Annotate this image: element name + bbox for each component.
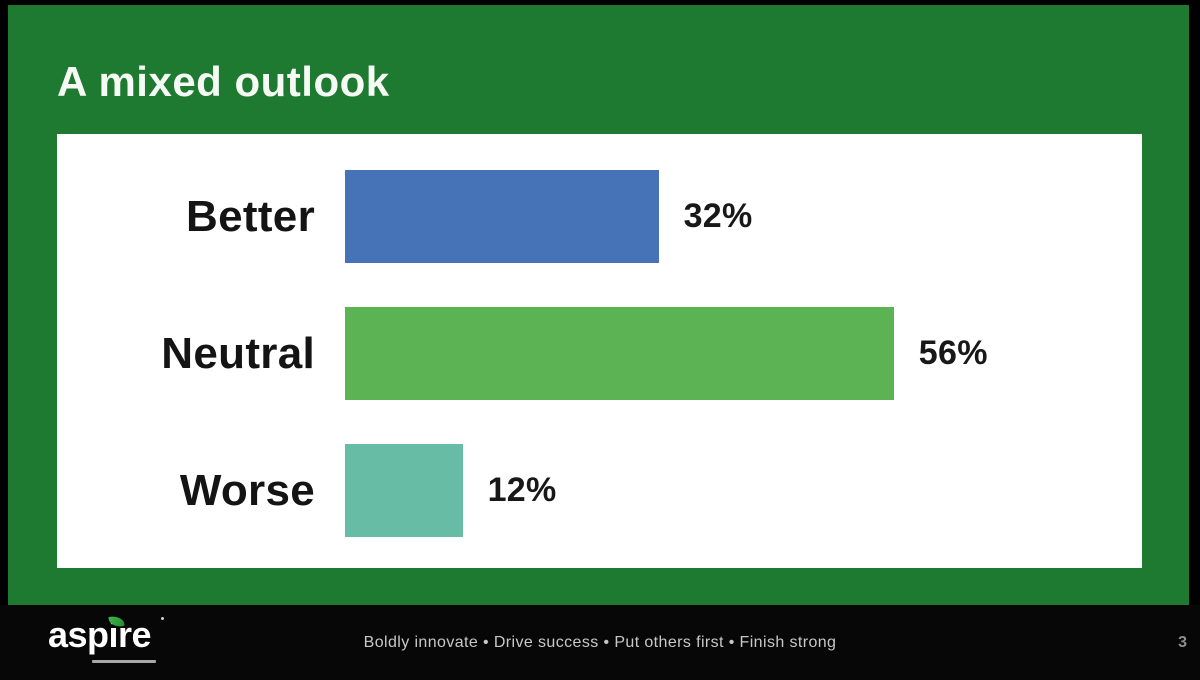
slide-background: A mixed outlook Better 32% Neutral 56% Worse… [8,5,1189,605]
category-label: Better [186,192,315,241]
value-label: 56% [918,334,988,372]
category-label: Neutral [161,329,315,378]
aspire-logo-wordmark: aspire [48,614,152,655]
slide-title: A mixed outlook [57,58,390,105]
trademark-mark [161,617,164,620]
bar [345,170,659,263]
aspire-tagline [92,660,156,663]
value-label: 32% [683,197,753,235]
category-label: Worse [179,466,315,515]
value-label: 12% [487,471,557,509]
aspire-logo: aspire [48,614,178,663]
bar [345,444,463,537]
bar [345,307,894,400]
bar-chart-panel: Better 32% Neutral 56% Worse 12% [57,134,1142,568]
bar-row: Better 32% [57,170,1142,263]
bar-row: Worse 12% [57,444,1142,537]
page-number: 3 [1178,633,1187,651]
footer-bar: aspire Boldly innovate • Drive success •… [0,605,1200,680]
bar-row: Neutral 56% [57,307,1142,400]
footer-motto: Boldly innovate • Drive success • Put ot… [363,633,837,651]
